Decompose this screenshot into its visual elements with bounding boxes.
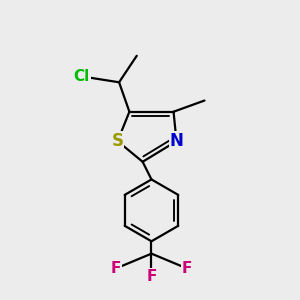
Text: F: F	[146, 269, 157, 284]
Text: F: F	[111, 261, 121, 276]
Text: S: S	[112, 132, 124, 150]
Text: F: F	[182, 261, 192, 276]
Text: N: N	[169, 132, 183, 150]
Text: Cl: Cl	[74, 69, 90, 84]
